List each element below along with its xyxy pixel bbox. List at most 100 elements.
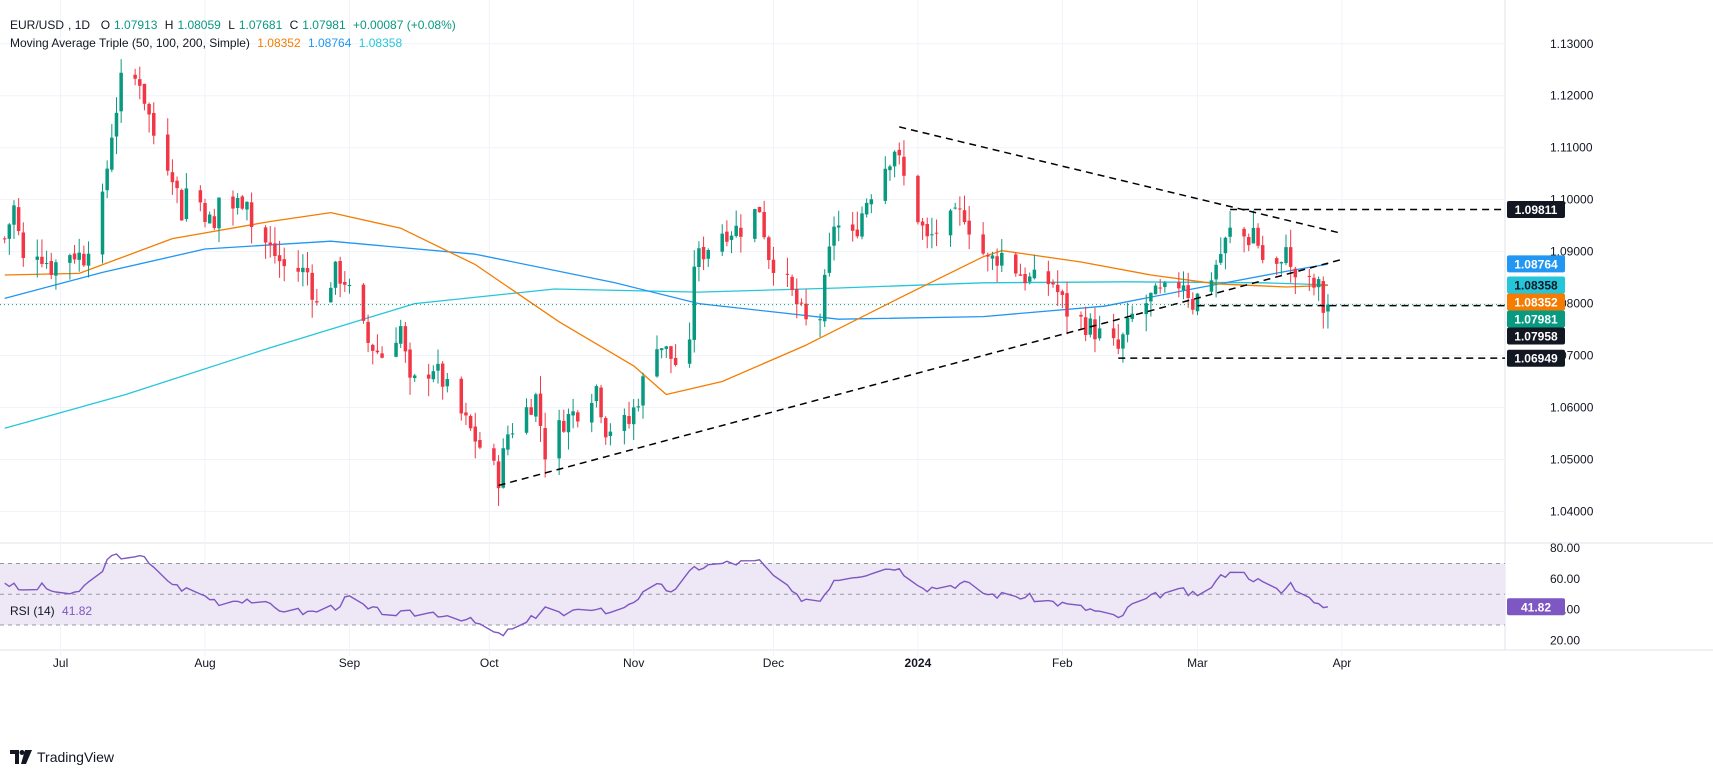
candle-up <box>431 371 436 380</box>
candle-up <box>590 402 594 423</box>
candle-up <box>622 414 627 431</box>
ma-indicator-title[interactable]: Moving Average Triple (50, 100, 200, Sim… <box>10 36 250 50</box>
candle-up <box>1181 285 1186 291</box>
candle-down <box>767 237 771 260</box>
candle-up <box>12 205 16 225</box>
candle-up <box>1149 292 1153 302</box>
candle-down <box>179 190 184 221</box>
candle-up <box>608 431 613 437</box>
rsi-title[interactable]: RSI (14) <box>10 604 55 618</box>
candle-down <box>380 353 384 358</box>
candle-up <box>100 191 105 255</box>
candle-down <box>762 211 766 238</box>
candle-down <box>147 104 151 115</box>
candle-down <box>925 224 929 237</box>
candle-down <box>538 393 543 426</box>
candle-up <box>1228 227 1232 237</box>
candle-down <box>562 420 566 432</box>
candle-up <box>1121 334 1125 349</box>
price-tag-label: 1.08764 <box>1514 257 1558 271</box>
tradingview-brand[interactable]: TradingView <box>10 749 114 765</box>
candle-down <box>1065 293 1069 317</box>
candle-down <box>701 246 706 260</box>
interval-label[interactable]: 1D <box>74 18 91 32</box>
candle-down <box>1093 319 1097 340</box>
rsi-legend[interactable]: RSI (14) 41.82 <box>10 604 96 618</box>
ma-legend[interactable]: Moving Average Triple (50, 100, 200, Sim… <box>10 36 406 50</box>
ma200-value: 1.08358 <box>358 36 403 50</box>
trendline-layer <box>0 126 1505 487</box>
candle-down <box>1307 275 1312 277</box>
candle-down <box>916 175 920 223</box>
ma100-layer <box>4 240 1329 320</box>
candle-down <box>673 357 678 365</box>
candle-down <box>16 207 21 232</box>
candle-down <box>231 196 235 209</box>
candle-down <box>343 281 347 285</box>
price-tag <box>1507 201 1565 219</box>
candle-up <box>659 348 664 351</box>
rsi-line <box>4 553 1329 637</box>
candle-down <box>790 276 794 291</box>
candle-down <box>315 301 319 303</box>
candle-down <box>1051 282 1055 285</box>
price-tag-label: 1.08352 <box>1514 295 1558 309</box>
candle-up <box>1219 253 1223 263</box>
candle-up <box>883 168 888 201</box>
candle-up <box>1223 237 1228 254</box>
candle-down <box>492 448 496 461</box>
candle-up <box>827 246 832 273</box>
candle-layer <box>2 59 1330 506</box>
candle-down <box>1242 228 1246 237</box>
price-tag-label: 1.09811 <box>1515 203 1558 217</box>
candle-up <box>235 198 240 209</box>
candle-down <box>627 416 631 424</box>
candle-down <box>459 378 464 414</box>
candle-down <box>165 134 170 171</box>
candle-up <box>1144 303 1148 315</box>
candle-up <box>1284 247 1288 264</box>
candle-down <box>603 417 608 438</box>
candle-up <box>110 137 114 170</box>
time-tick-label: Feb <box>1052 656 1073 670</box>
candle-down <box>40 256 44 264</box>
candle-down <box>464 412 468 416</box>
close-label: C <box>289 18 299 32</box>
candle-up <box>990 255 995 259</box>
candle-up <box>7 224 12 239</box>
candle-up <box>68 255 72 263</box>
candle-down <box>1274 258 1279 264</box>
candle-up <box>636 406 641 408</box>
candle-up <box>534 394 538 417</box>
candle-down <box>1256 227 1260 246</box>
candle-down <box>1046 271 1051 285</box>
rsi-tag-label: 41.82 <box>1521 600 1551 614</box>
candle-up <box>77 252 81 260</box>
price-tick-label: 1.04000 <box>1550 504 1594 518</box>
candle-down <box>82 253 86 266</box>
candle-up <box>566 413 571 433</box>
candle-down <box>478 440 482 448</box>
time-tick-label: Oct <box>480 656 499 670</box>
price-tag-label: 1.08358 <box>1514 278 1558 292</box>
time-tick-label: Apr <box>1333 656 1352 670</box>
candle-down <box>739 227 743 237</box>
trendline <box>498 258 1343 487</box>
candle-up <box>1326 304 1330 312</box>
candle-up <box>1209 280 1214 292</box>
ma50-layer <box>4 211 1328 396</box>
symbol-name[interactable]: EUR/USD <box>10 18 65 32</box>
candle-down <box>133 74 137 79</box>
candle-down <box>1177 282 1181 289</box>
candle-down <box>263 227 268 243</box>
candle-down <box>850 224 855 231</box>
price-tag-label: 1.07958 <box>1514 329 1558 343</box>
candle-down <box>277 255 282 262</box>
time-tick-label: Aug <box>194 656 215 670</box>
rsi-pane <box>0 553 1505 637</box>
candle-down <box>1186 285 1190 298</box>
candle-down <box>669 346 673 359</box>
price-tick-label: 1.11000 <box>1550 141 1593 155</box>
candle-down <box>1111 328 1116 339</box>
